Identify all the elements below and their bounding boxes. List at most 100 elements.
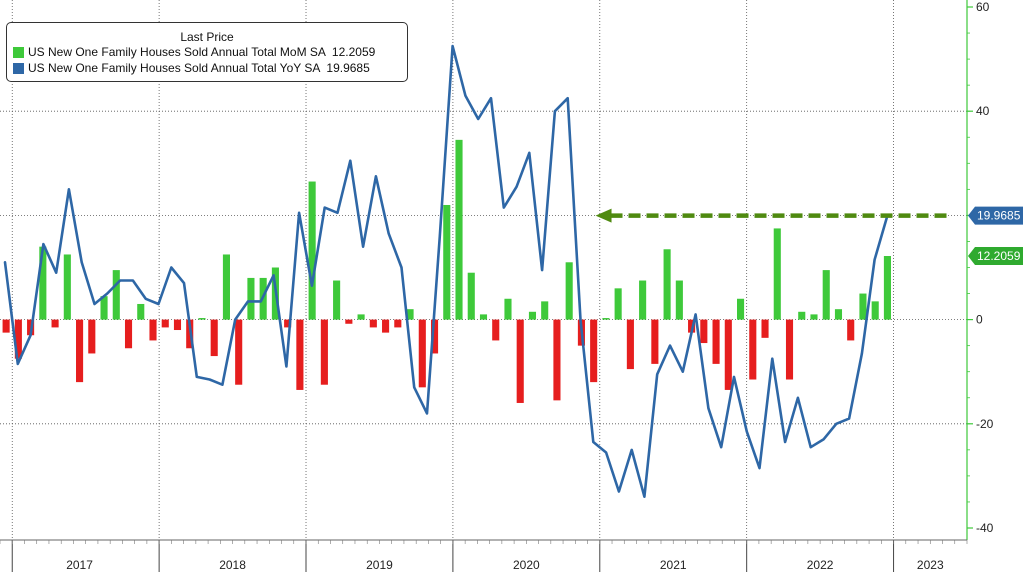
mom-bar (443, 204, 451, 320)
yoy-line-group (3, 44, 889, 499)
mom-bar (626, 319, 634, 370)
axes: -40-200204060201720182019202020212022202… (0, 0, 994, 572)
mom-bar (565, 262, 573, 320)
mom-bar (284, 319, 292, 328)
mom-bar (394, 319, 402, 328)
mom-bar (149, 319, 157, 341)
mom-bar (39, 246, 47, 320)
legend-value-mom: 12.2059 (331, 45, 376, 59)
mom-bar (14, 319, 22, 359)
mom-bar (357, 314, 365, 320)
mom-bar (859, 293, 867, 320)
mom-bar (210, 319, 218, 357)
y-tick-label: -40 (976, 521, 994, 535)
yoy-line (3, 44, 889, 499)
mom-bar (320, 319, 328, 385)
x-tick-label: 2019 (366, 558, 393, 572)
mom-bar (137, 303, 145, 320)
mom-bar (847, 319, 855, 341)
yoy-last-tag-label: 19.9685 (977, 209, 1021, 223)
mom-bar (247, 277, 255, 320)
mom-bar (222, 254, 230, 320)
legend-entry-mom: US New One Family Houses Sold Annual Tot… (7, 44, 407, 60)
mom-bar (712, 319, 720, 364)
mom-bar (308, 181, 316, 320)
y-tick-label: 40 (976, 104, 990, 118)
legend: Last Price US New One Family Houses Sold… (6, 22, 408, 82)
mom-bar (418, 319, 426, 388)
mom-bar (528, 311, 537, 320)
mom-bar (773, 228, 781, 320)
mom-bar (700, 319, 708, 344)
mom-bar (675, 280, 683, 320)
mom-bar (785, 319, 794, 380)
mom-bar (737, 298, 745, 320)
mom-bar (590, 319, 598, 383)
mom-bar (467, 272, 475, 320)
mom-bar (761, 319, 769, 338)
mom-bar (553, 319, 561, 401)
mom-bar (76, 319, 84, 383)
legend-label-mom: US New One Family Houses Sold Annual Tot… (28, 45, 326, 59)
mom-bar (455, 139, 463, 320)
mom-bar (100, 296, 108, 320)
mom-bar (345, 319, 353, 324)
mom-bar (88, 319, 96, 354)
mom-last-tag-bg (968, 247, 1023, 266)
x-tick-label: 2017 (66, 558, 93, 572)
legend-title: Last Price (180, 30, 234, 44)
mom-bar (871, 301, 879, 320)
x-tick-label: 2022 (807, 558, 834, 572)
mom-bar (63, 254, 71, 320)
mom-bar (198, 318, 206, 320)
mom-bar (369, 319, 377, 328)
mom-bar (602, 318, 610, 320)
mom-bar (173, 319, 182, 331)
mom-bar (651, 319, 659, 364)
mom-bar (333, 280, 341, 320)
legend-swatch-mom (13, 46, 24, 58)
mom-bar (492, 319, 500, 341)
mom-bar (430, 319, 439, 354)
y-tick-label: 0 (976, 313, 983, 327)
mom-bar (382, 319, 390, 333)
x-tick-label: 2020 (513, 558, 540, 572)
mom-last-tag-label: 12.2059 (977, 249, 1021, 263)
mom-bar (749, 319, 757, 380)
mom-bar (235, 319, 243, 385)
mom-bar (798, 311, 806, 320)
x-tick-label: 2021 (660, 558, 687, 572)
mom-bar (688, 319, 696, 333)
mom-bar (883, 256, 891, 320)
mom-bar (724, 319, 732, 390)
mom-bar (614, 288, 622, 320)
y-tick-label: -20 (976, 417, 994, 431)
mom-bar (504, 298, 512, 320)
mom-bar (834, 309, 843, 320)
mom-bar (124, 319, 133, 349)
mom-bar (516, 319, 524, 403)
legend-value-yoy: 19.9685 (326, 61, 370, 75)
mom-bars (2, 139, 891, 403)
mom-bar (822, 270, 830, 320)
mom-bar (51, 319, 59, 328)
legend-entry-yoy: US New One Family Houses Sold Annual Tot… (7, 60, 407, 76)
mom-bar (406, 309, 414, 320)
dashed-arrow-annotation (595, 208, 947, 223)
mom-bar (112, 270, 120, 320)
last-value-tags: 19.9685 12.2059 (968, 206, 1023, 266)
mom-bar (161, 319, 169, 328)
legend-swatch-yoy (13, 62, 24, 74)
mom-bar (296, 319, 304, 390)
mom-bar (639, 280, 647, 320)
arrow-head (595, 208, 612, 223)
mom-bar (2, 319, 10, 333)
legend-label-yoy: US New One Family Houses Sold Annual Tot… (28, 61, 321, 75)
mom-bar (810, 314, 818, 320)
mom-bar (663, 249, 671, 320)
mom-bar (479, 314, 488, 320)
y-tick-label: 60 (976, 0, 990, 14)
x-tick-label: 2023 (917, 558, 944, 572)
x-tick-label: 2018 (219, 558, 246, 572)
